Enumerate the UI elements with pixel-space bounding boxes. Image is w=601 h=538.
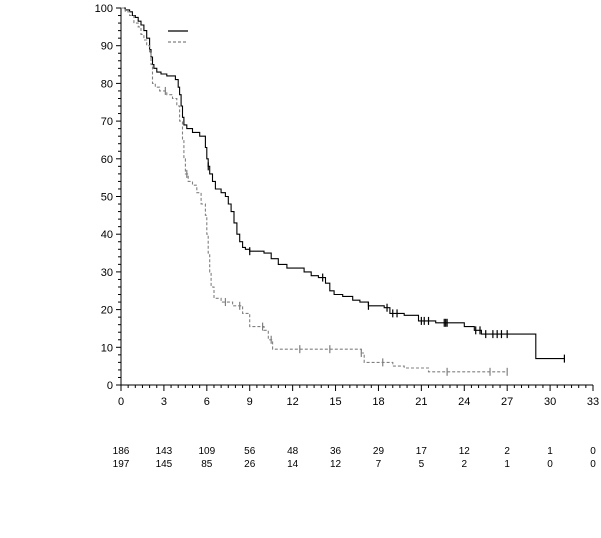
x-tick-label: 12	[287, 396, 299, 408]
y-tick-label: 80	[101, 78, 113, 90]
y-tick-label: 60	[101, 154, 113, 166]
x-tick-label: 6	[204, 396, 210, 408]
risk-count-row-2: 0	[547, 459, 553, 470]
x-tick-label: 15	[329, 396, 341, 408]
risk-count-row-1: 186	[113, 446, 130, 457]
risk-count-row-2: 5	[419, 459, 425, 470]
risk-count-row-1: 143	[156, 446, 173, 457]
risk-count-row-1: 29	[373, 446, 385, 457]
risk-count-row-1: 12	[459, 446, 471, 457]
y-tick-label: 100	[95, 3, 113, 15]
risk-count-row-2: 1	[504, 459, 510, 470]
risk-count-row-1: 2	[504, 446, 510, 457]
risk-count-row-2: 0	[590, 459, 596, 470]
risk-count-row-2: 14	[287, 459, 299, 470]
x-tick-label: 18	[372, 396, 384, 408]
chart-series	[121, 7, 565, 376]
risk-count-row-1: 36	[330, 446, 342, 457]
x-tick-label: 3	[161, 396, 167, 408]
x-tick-label: 24	[458, 396, 470, 408]
y-tick-label: 20	[101, 305, 113, 317]
risk-count-row-1: 17	[416, 446, 428, 457]
x-tick-label: 27	[501, 396, 513, 408]
x-tick-label: 0	[118, 396, 124, 408]
x-tick-label: 33	[587, 396, 599, 408]
risk-count-row-1: 109	[198, 446, 215, 457]
risk-count-row-2: 26	[244, 459, 256, 470]
risk-count-row-1: 56	[244, 446, 256, 457]
y-tick-label: 50	[101, 192, 113, 204]
risk-count-row-2: 2	[461, 459, 467, 470]
x-tick-label: 30	[544, 396, 556, 408]
risk-count-row-1: 48	[287, 446, 299, 457]
risk-count-row-2: 7	[376, 459, 382, 470]
risk-count-row-2: 12	[330, 459, 342, 470]
y-tick-label: 10	[101, 342, 113, 354]
risk-count-row-2: 197	[113, 459, 130, 470]
chart-axes: 0 10 20 30 40 50 60 70 80 90 100 0 3 6 9 12 15 18 21 24 27 30…	[95, 3, 599, 408]
y-tick-label: 0	[107, 380, 113, 392]
risk-count-row-1: 1	[547, 446, 553, 457]
x-tick-label: 9	[247, 396, 253, 408]
y-tick-label: 70	[101, 116, 113, 128]
y-tick-label: 90	[101, 41, 113, 53]
x-tick-label: 21	[415, 396, 427, 408]
y-tick-label: 40	[101, 229, 113, 241]
risk-count-row-2: 145	[156, 459, 173, 470]
series-2-curve	[121, 7, 508, 373]
risk-count-row-2: 85	[201, 459, 213, 470]
series-1-curve	[121, 7, 565, 360]
chart-legend	[168, 30, 188, 43]
risk-count-row-1: 0	[590, 446, 596, 457]
y-tick-label: 30	[101, 267, 113, 279]
